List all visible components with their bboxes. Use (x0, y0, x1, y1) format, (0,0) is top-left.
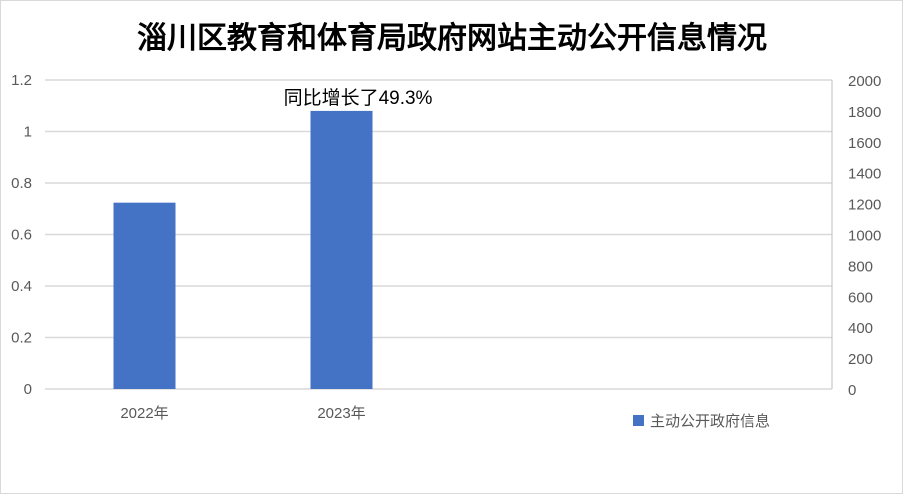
right-tick-label: 1400 (848, 166, 881, 183)
x-tick-label: 2022年 (120, 405, 168, 422)
right-tick-label: 2000 (848, 73, 881, 90)
right-tick-label: 1000 (848, 228, 881, 245)
right-tick-label: 600 (848, 289, 873, 306)
right-tick-label: 1600 (848, 135, 881, 152)
growth-annotation: 同比增长了49.3% (284, 87, 433, 109)
x-tick-label: 2023年 (317, 405, 365, 422)
right-tick-label: 200 (848, 351, 873, 368)
right-tick-label: 0 (848, 382, 856, 399)
bar-2022年 (113, 202, 176, 389)
right-tick-label: 1800 (848, 104, 881, 121)
left-tick-label: 1.2 (11, 72, 32, 89)
left-tick-label: 0.2 (11, 330, 32, 347)
right-tick-label: 1200 (848, 197, 881, 214)
legend-label: 主动公开政府信息 (650, 413, 770, 430)
right-tick-label: 400 (848, 320, 873, 337)
left-tick-label: 0.8 (11, 175, 32, 192)
left-tick-label: 0.4 (11, 278, 32, 295)
right-tick-label: 800 (848, 258, 873, 275)
left-tick-label: 0.6 (11, 227, 32, 244)
left-tick-label: 0 (24, 381, 32, 398)
bar-2023年 (310, 110, 373, 390)
legend-swatch (633, 415, 644, 426)
chart-title: 淄川区教育和体育局政府网站主动公开信息情况 (137, 21, 767, 56)
left-tick-label: 1 (24, 124, 32, 141)
